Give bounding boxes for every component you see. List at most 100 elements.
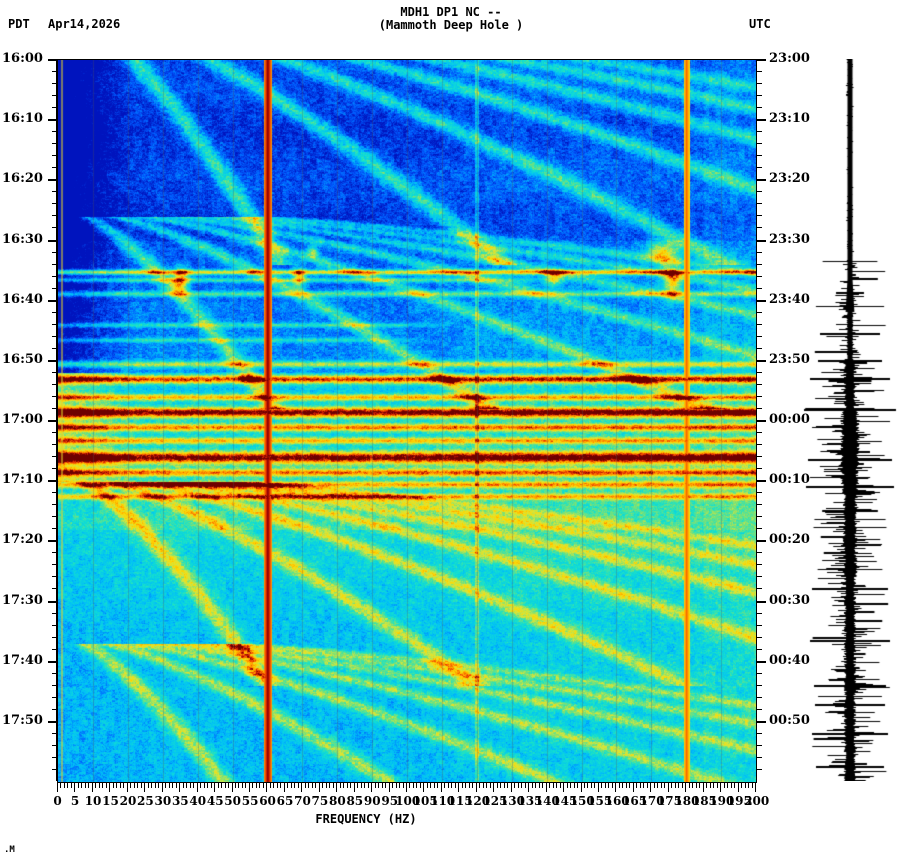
tick-freq-minor [601, 783, 603, 788]
tick-time-right-minor [757, 131, 762, 133]
tick-freq-minor [88, 783, 90, 788]
tick-freq-major [74, 783, 76, 792]
tick-time-left-minor [52, 311, 57, 313]
tick-freq-minor [573, 783, 575, 788]
tick-freq-minor [482, 783, 484, 788]
tick-freq-minor [116, 783, 118, 788]
tick-time-left-minor [52, 672, 57, 674]
tick-time-right-major [757, 720, 766, 723]
tick-time-right-minor [757, 768, 762, 770]
tick-freq-major [336, 783, 338, 792]
tick-freq-minor [329, 783, 331, 788]
tick-freq-major [685, 783, 687, 792]
freq-tick-label: 30 [154, 794, 172, 808]
tick-freq-minor [744, 783, 746, 788]
tick-time-right-minor [757, 696, 762, 698]
time-label-right: 23:50 [769, 351, 810, 367]
tick-time-right-minor [757, 684, 762, 686]
tick-freq-major [91, 783, 93, 792]
tick-time-left-minor [52, 708, 57, 710]
tick-time-right-minor [757, 552, 762, 554]
tick-freq-major [597, 783, 599, 792]
tick-freq-minor [287, 783, 289, 788]
tick-freq-minor [172, 783, 174, 788]
tick-time-left-major [48, 720, 57, 723]
tick-freq-minor [653, 783, 655, 788]
tick-freq-minor [699, 783, 701, 788]
tick-freq-minor [77, 783, 79, 788]
tick-freq-minor [730, 783, 732, 788]
date-label: Apr14,2026 [48, 17, 121, 31]
tick-time-right-major [757, 239, 766, 242]
freq-tick-label: 190 [709, 794, 735, 808]
tick-time-left-minor [52, 167, 57, 169]
tick-time-right-major [757, 480, 766, 483]
tick-freq-minor [315, 783, 317, 788]
tick-time-right-major [757, 119, 766, 122]
tick-time-right-major [757, 420, 766, 422]
tick-time-right-minor [757, 251, 762, 253]
tick-time-right-minor [757, 744, 762, 746]
seismogram-trace-panel[interactable] [800, 59, 902, 781]
tick-freq-minor [741, 783, 743, 788]
tick-freq-major [283, 783, 285, 792]
tick-time-left-minor [52, 95, 57, 97]
tick-time-right-minor [757, 624, 762, 626]
tick-freq-minor [643, 783, 645, 788]
tick-freq-minor [255, 783, 257, 788]
tick-freq-minor [297, 783, 299, 788]
tick-time-right-minor [757, 311, 762, 313]
tick-freq-major [126, 783, 128, 792]
tick-freq-minor [629, 783, 631, 788]
tick-time-right-major [757, 299, 766, 302]
tick-time-left-minor [52, 636, 57, 638]
tick-time-right-major [757, 179, 766, 182]
tick-freq-minor [636, 783, 638, 788]
tick-freq-major [667, 783, 669, 792]
tick-time-left-major [48, 59, 57, 61]
tick-freq-minor [692, 783, 694, 788]
tick-time-right-major [757, 660, 766, 663]
spectrogram-plot[interactable] [57, 59, 757, 783]
tick-freq-minor [409, 783, 411, 788]
tick-freq-minor [63, 783, 65, 788]
tick-freq-minor [514, 783, 516, 788]
tick-freq-minor [84, 783, 86, 788]
tick-freq-minor [207, 783, 209, 788]
tick-freq-major [318, 783, 320, 792]
freq-tick-label: 95 [381, 794, 399, 808]
freq-tick-label: 105 [412, 794, 438, 808]
tick-freq-minor [556, 783, 558, 788]
tick-freq-minor [217, 783, 219, 788]
tick-freq-minor [604, 783, 606, 788]
tick-freq-minor [748, 783, 750, 788]
tick-time-right-minor [757, 323, 762, 325]
tick-freq-minor [465, 783, 467, 788]
tick-time-right-minor [757, 191, 762, 193]
tick-freq-minor [451, 783, 453, 788]
tick-freq-minor [158, 783, 160, 788]
tick-freq-minor [713, 783, 715, 788]
tick-time-right-minor [757, 672, 762, 674]
freq-tick-label: 35 [171, 794, 189, 808]
time-label-left: 17:20 [2, 532, 43, 548]
tick-freq-minor [625, 783, 627, 788]
tick-freq-minor [234, 783, 236, 788]
tick-freq-major [458, 783, 460, 792]
tick-freq-minor [594, 783, 596, 788]
freq-tick-label: 120 [465, 794, 491, 808]
freq-tick-label: 180 [674, 794, 700, 808]
freq-tick-label: 185 [691, 794, 717, 808]
tick-time-left-minor [52, 504, 57, 506]
tick-freq-minor [140, 783, 142, 788]
tick-freq-minor [245, 783, 247, 788]
freq-tick-label: 145 [552, 794, 578, 808]
tick-time-right-major [757, 600, 766, 603]
tick-time-left-minor [52, 131, 57, 133]
tick-time-right-minor [757, 612, 762, 614]
tick-freq-minor [531, 783, 533, 788]
time-label-left: 16:10 [2, 111, 43, 127]
tick-freq-minor [479, 783, 481, 788]
tick-freq-major [388, 783, 390, 792]
tick-freq-minor [280, 783, 282, 788]
